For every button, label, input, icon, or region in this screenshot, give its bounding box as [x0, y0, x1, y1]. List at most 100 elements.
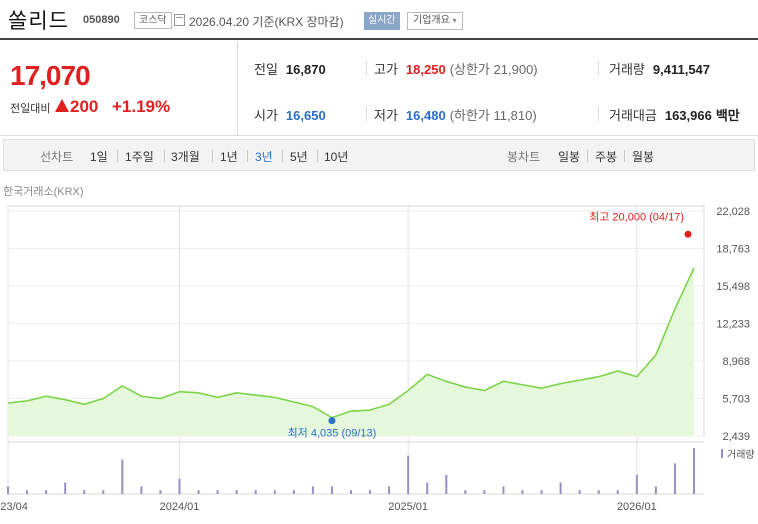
volume-bar — [388, 486, 391, 494]
y-tick-label: 22,028 — [716, 206, 750, 218]
stock-header: 쏠리드 050890 코스닥 2026.04.20 기준(KRX 장마감) 실시… — [0, 0, 758, 40]
high-point-marker — [684, 230, 692, 238]
x-tick-label: 2023/04 — [0, 501, 28, 513]
calendar-icon — [174, 14, 185, 26]
quote-panel: 17,070 전일대비 200 +1.19% 전일 16,870 고가 18,250… — [0, 42, 758, 136]
divider — [282, 150, 283, 162]
volume-bar — [635, 474, 638, 494]
amount-unit: 백만 — [715, 108, 740, 123]
high-annotation: 최고 20,000 (04/17) — [589, 210, 684, 223]
divider — [212, 150, 213, 162]
volume-bar — [45, 490, 48, 494]
chart-period-toolbar: 선차트 1일 1주일 3개월 1년 3년 5년 10년 봉차트 일봉 주봉 월봉 — [3, 139, 755, 171]
period-3y[interactable]: 3년 — [255, 150, 273, 164]
trade-amount: 거래대금 163,966 백만 — [609, 105, 740, 124]
price-change-pct: +1.19% — [112, 97, 171, 116]
current-price: 17,070 — [10, 60, 91, 91]
y-tick-label: 2,439 — [722, 431, 750, 443]
low-point-marker — [328, 417, 336, 425]
divider — [366, 60, 367, 76]
price-area — [8, 267, 694, 436]
amount-value: 163,966 — [664, 108, 712, 123]
upper-limit-value: 21,900) — [493, 62, 538, 77]
volume-bar — [292, 490, 295, 494]
prev-close: 전일 16,870 — [254, 59, 326, 78]
period-1d[interactable]: 1일 — [90, 150, 108, 164]
divider — [624, 150, 625, 162]
volume-bar — [83, 490, 86, 494]
stock-code: 050890 — [83, 14, 120, 26]
candle-chart-label[interactable]: 봉차트 — [507, 150, 541, 164]
volume-bar — [540, 490, 543, 494]
volume-bar — [426, 482, 429, 494]
up-triangle-icon — [55, 99, 69, 112]
divider — [598, 106, 599, 122]
volume-bar — [178, 478, 181, 494]
volume-label: 거래량 — [609, 62, 645, 77]
period-10y[interactable]: 10년 — [324, 150, 349, 164]
period-1y[interactable]: 1년 — [220, 150, 238, 164]
volume-bar — [521, 490, 524, 494]
volume-bar — [407, 455, 410, 494]
caret-down-icon: ▾ — [452, 16, 457, 25]
lower-limit-value: 11,810) — [493, 108, 537, 123]
x-tick-label: 2024/01 — [160, 501, 200, 513]
volume-bar — [121, 459, 124, 494]
price-chart[interactable]: 22,028 18,763 15,498 12,233 8,968 5,703 2,439 최… — [0, 196, 758, 524]
y-tick-label: 5,703 — [722, 394, 750, 406]
stock-name: 쏠리드 — [8, 10, 69, 33]
volume-bar — [273, 490, 276, 494]
price-change: 200 — [70, 97, 99, 116]
period-1w[interactable]: 1주일 — [125, 150, 154, 164]
y-tick-label: 12,233 — [716, 319, 750, 331]
candle-daily[interactable]: 일봉 — [558, 150, 581, 164]
high-price: 고가 18,250 (상한가 21,900) — [374, 59, 538, 78]
divider — [317, 150, 318, 162]
low-label: 저가 — [374, 108, 398, 123]
volume-bar — [597, 490, 600, 494]
company-overview-button[interactable]: 기업개요 ▾ — [407, 12, 463, 30]
price-line — [7, 267, 695, 419]
period-3m[interactable]: 3개월 — [171, 150, 200, 164]
lower-limit-label: (하한가 — [449, 108, 490, 123]
line-chart-label[interactable]: 선차트 — [40, 150, 74, 164]
volume-legend-swatch — [721, 449, 723, 458]
low-annotation: 최저 4,035 (09/13) — [288, 427, 377, 440]
open-value: 16,650 — [285, 108, 326, 123]
realtime-button[interactable]: 실시간 — [364, 12, 400, 30]
volume-bar — [693, 448, 695, 494]
low-value: 16,480 — [405, 108, 446, 123]
volume-legend-label: 거래량 — [727, 449, 755, 461]
volume-bar — [673, 463, 676, 494]
candle-monthly[interactable]: 월봉 — [632, 150, 655, 164]
divider — [117, 150, 118, 162]
high-value: 18,250 — [405, 62, 446, 77]
volume-bar — [235, 490, 238, 494]
y-tick-label: 15,498 — [716, 281, 750, 293]
candle-weekly[interactable]: 주봉 — [595, 150, 618, 164]
high-label: 고가 — [374, 62, 398, 77]
volume-bar — [369, 490, 372, 494]
amount-label: 거래대금 — [609, 108, 657, 123]
volume-bar — [330, 486, 333, 494]
data-source-label: 한국거래소(KRX) — [3, 186, 84, 198]
period-5y[interactable]: 5년 — [290, 150, 308, 164]
low-price: 저가 16,480 (하한가 11,810) — [374, 105, 537, 124]
prev-close-label: 전일 — [254, 62, 278, 77]
market-badge: 코스닥 — [134, 12, 172, 29]
divider — [366, 106, 367, 122]
open-label: 시가 — [254, 108, 278, 123]
volume-value: 9,411,547 — [652, 62, 711, 77]
volume-bar — [483, 490, 486, 494]
divider — [598, 60, 599, 76]
volume: 거래량 9,411,547 — [609, 59, 710, 78]
company-overview-label: 기업개요 — [413, 15, 450, 26]
divider — [587, 150, 588, 162]
upper-limit-label: (상한가 — [449, 62, 490, 77]
quote-date: 2026.04.20 기준(KRX 장마감) — [189, 15, 344, 29]
price-summary: 17,070 전일대비 200 +1.19% — [0, 42, 238, 136]
volume-bar — [64, 482, 67, 494]
volume-bar — [159, 490, 162, 494]
volume-bar — [654, 486, 657, 494]
volume-bar — [578, 490, 581, 494]
